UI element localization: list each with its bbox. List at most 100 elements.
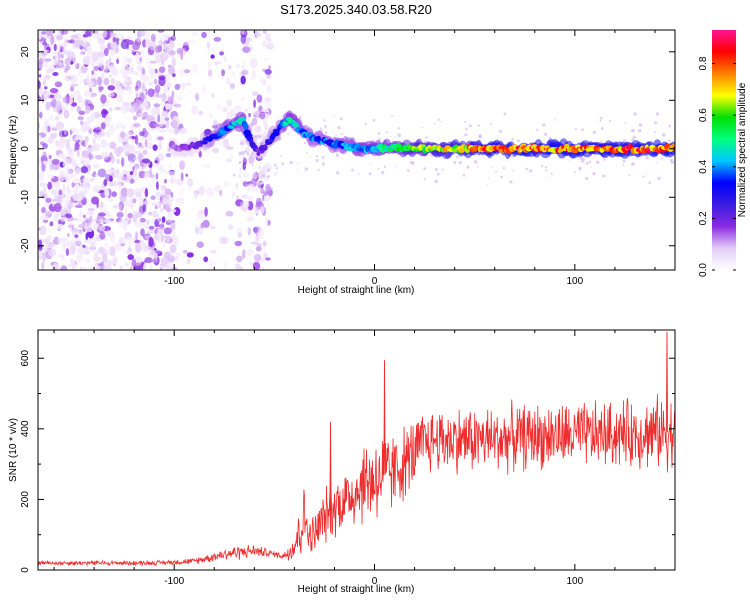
noise-dot — [517, 139, 520, 143]
noise-blob — [171, 57, 176, 68]
noise-blob — [66, 213, 72, 219]
noise-blob — [46, 125, 51, 133]
noise-blob — [252, 91, 259, 97]
noise-blob — [108, 107, 113, 112]
noise-blob — [76, 94, 83, 103]
noise-blob — [60, 53, 64, 59]
noise-dot — [655, 162, 658, 164]
noise-blob — [141, 68, 145, 75]
noise-blob — [165, 237, 171, 243]
noise-blob — [208, 68, 213, 78]
noise-blob — [219, 236, 227, 245]
noise-blob — [49, 221, 54, 227]
noise-dot — [473, 160, 478, 164]
x-tick-label: 100 — [566, 576, 583, 587]
noise-blob — [80, 182, 84, 188]
noise-blob — [93, 135, 96, 143]
noise-blob — [142, 52, 148, 60]
noise-blob — [247, 227, 252, 236]
noise-blob — [42, 124, 49, 134]
noise-blob — [127, 254, 134, 260]
noise-blob — [129, 79, 132, 83]
noise-blob — [211, 147, 220, 154]
noise-blob — [129, 266, 133, 270]
noise-blob — [204, 206, 208, 217]
noise-blob — [169, 171, 176, 178]
noise-blob — [73, 178, 82, 184]
noise-blob — [248, 154, 255, 165]
noise-dot — [581, 128, 584, 131]
noise-blob — [198, 185, 205, 196]
noise-dot — [633, 112, 637, 116]
noise-dot — [631, 138, 634, 141]
noise-blob — [70, 34, 79, 39]
noise-blob — [256, 94, 263, 103]
noise-blob — [113, 170, 118, 178]
noise-blob — [80, 266, 83, 270]
noise-blob — [85, 232, 89, 241]
noise-blob — [170, 230, 177, 238]
spectrogram-y-ticks: -20 -10 0 10 20 — [20, 46, 675, 253]
noise-dot — [337, 126, 341, 130]
noise-blob — [41, 52, 47, 56]
noise-blob — [199, 209, 205, 214]
noise-blob — [62, 45, 67, 55]
noise-blob — [256, 243, 262, 248]
noise-blob — [44, 86, 48, 90]
noise-blob — [155, 172, 159, 180]
noise-blob — [42, 41, 48, 46]
noise-blob — [74, 240, 82, 246]
noise-blob — [79, 76, 83, 84]
noise-blob — [165, 103, 171, 110]
noise-blob — [135, 37, 142, 42]
noise-blob — [150, 33, 156, 43]
noise-blob — [52, 58, 59, 66]
noise-dot — [396, 166, 398, 168]
noise-blob — [131, 237, 137, 245]
noise-blob — [45, 210, 51, 215]
x-tick-label: 0 — [372, 576, 378, 587]
noise-blob — [67, 201, 72, 209]
noise-blob — [65, 248, 69, 257]
noise-blob — [139, 217, 146, 223]
noise-blob — [132, 198, 137, 204]
noise-blob — [169, 40, 175, 49]
noise-blob — [74, 218, 83, 223]
noise-blob — [203, 164, 211, 168]
colorbar-tick-label: 0.0 — [698, 263, 709, 277]
noise-dot — [581, 159, 585, 163]
noise-dot — [466, 165, 470, 169]
noise-blob — [121, 124, 126, 130]
noise-dot — [258, 166, 261, 169]
noise-blob — [39, 111, 43, 119]
noise-blob — [164, 45, 168, 54]
noise-blob — [191, 32, 199, 37]
colorbar-ticks: 0.0 0.2 0.4 0.6 0.8 — [698, 56, 736, 277]
noise-blob — [121, 157, 125, 167]
noise-blob — [149, 67, 156, 76]
noise-dot — [602, 174, 606, 178]
noise-blob — [154, 205, 158, 210]
noise-blob — [76, 150, 80, 158]
noise-blob — [121, 170, 125, 181]
noise-dot — [600, 126, 604, 130]
noise-dot — [600, 120, 602, 122]
noise-dot — [574, 128, 578, 131]
noise-blob — [179, 127, 188, 134]
spectrogram-ridge — [170, 110, 675, 160]
noise-blob — [67, 51, 75, 59]
noise-blob — [131, 258, 137, 268]
noise-blob — [234, 240, 243, 247]
noise-blob — [101, 108, 108, 119]
noise-blob — [53, 94, 62, 100]
colorbar-gradient — [712, 30, 736, 270]
noise-blob — [176, 197, 185, 204]
snr-series-line — [38, 394, 675, 567]
noise-blob — [102, 252, 108, 263]
noise-blob — [208, 112, 213, 119]
noise-blob — [134, 259, 142, 266]
noise-dot — [568, 159, 570, 161]
noise-blob — [226, 111, 233, 121]
noise-blob — [174, 83, 181, 90]
noise-blob — [214, 61, 218, 67]
